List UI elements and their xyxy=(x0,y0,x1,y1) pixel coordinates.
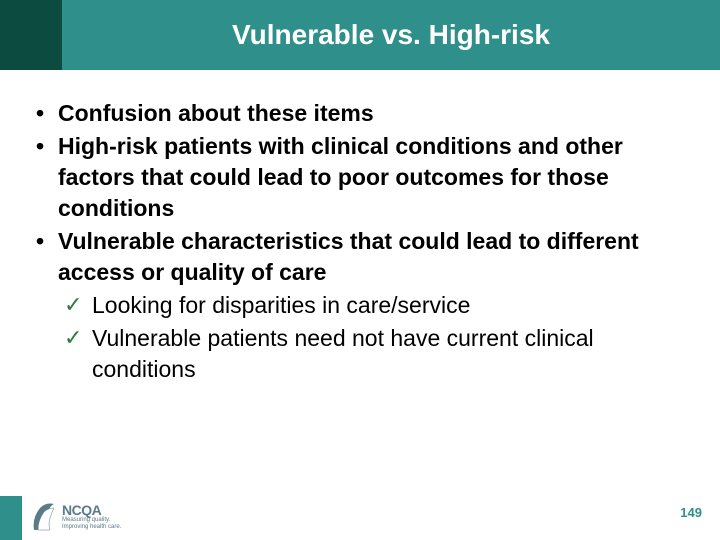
slide: Vulnerable vs. High-risk Confusion about… xyxy=(0,0,720,540)
bullet-text: Confusion about these items xyxy=(58,100,374,126)
logo-tagline-2: Improving health care. xyxy=(62,524,121,531)
logo-mark-icon xyxy=(30,500,58,534)
title-accent-block xyxy=(0,0,62,70)
sub-bullet-item: ✓ Vulnerable patients need not have curr… xyxy=(58,323,692,385)
bullet-item: Confusion about these items xyxy=(28,98,692,129)
title-bar: Vulnerable vs. High-risk xyxy=(0,0,720,70)
sub-bullet-item: ✓ Looking for disparities in care/servic… xyxy=(58,290,692,321)
bullet-text: Vulnerable characteristics that could le… xyxy=(58,228,639,285)
bullet-text: High-risk patients with clinical conditi… xyxy=(58,133,623,221)
check-icon: ✓ xyxy=(64,290,82,320)
logo: NCQA Measuring quality. Improving health… xyxy=(30,500,121,534)
footer-accent-block xyxy=(0,496,22,540)
slide-title: Vulnerable vs. High-risk xyxy=(232,19,550,51)
page-number: 149 xyxy=(680,505,702,520)
title-main-block: Vulnerable vs. High-risk xyxy=(62,0,720,70)
bullet-item: Vulnerable characteristics that could le… xyxy=(28,226,692,385)
logo-tagline-1: Measuring quality. xyxy=(62,517,121,524)
sub-bullet-text: Vulnerable patients need not have curren… xyxy=(92,325,594,382)
bullet-list: Confusion about these items High-risk pa… xyxy=(28,98,692,385)
sub-bullet-list: ✓ Looking for disparities in care/servic… xyxy=(58,290,692,385)
footer: NCQA Measuring quality. Improving health… xyxy=(0,482,720,540)
sub-bullet-text: Looking for disparities in care/service xyxy=(92,292,470,318)
logo-text: NCQA Measuring quality. Improving health… xyxy=(62,503,121,531)
content-area: Confusion about these items High-risk pa… xyxy=(28,98,692,387)
logo-name: NCQA xyxy=(62,503,121,517)
check-icon: ✓ xyxy=(64,323,82,353)
bullet-item: High-risk patients with clinical conditi… xyxy=(28,131,692,224)
